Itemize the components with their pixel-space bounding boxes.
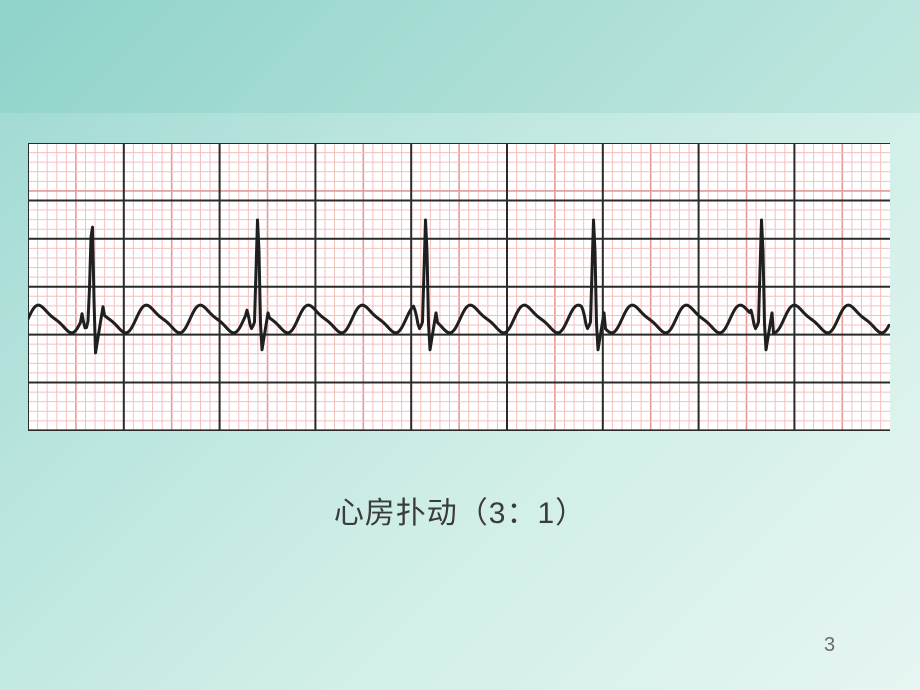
slide-caption: 心房扑动（3：1） — [0, 488, 920, 532]
slide-background: 心房扑动（3：1） 3 — [0, 0, 920, 690]
ecg-chart — [28, 143, 890, 431]
header-band — [0, 0, 920, 113]
page-number: 3 — [824, 634, 835, 657]
ecg-chart-panel — [28, 143, 890, 431]
